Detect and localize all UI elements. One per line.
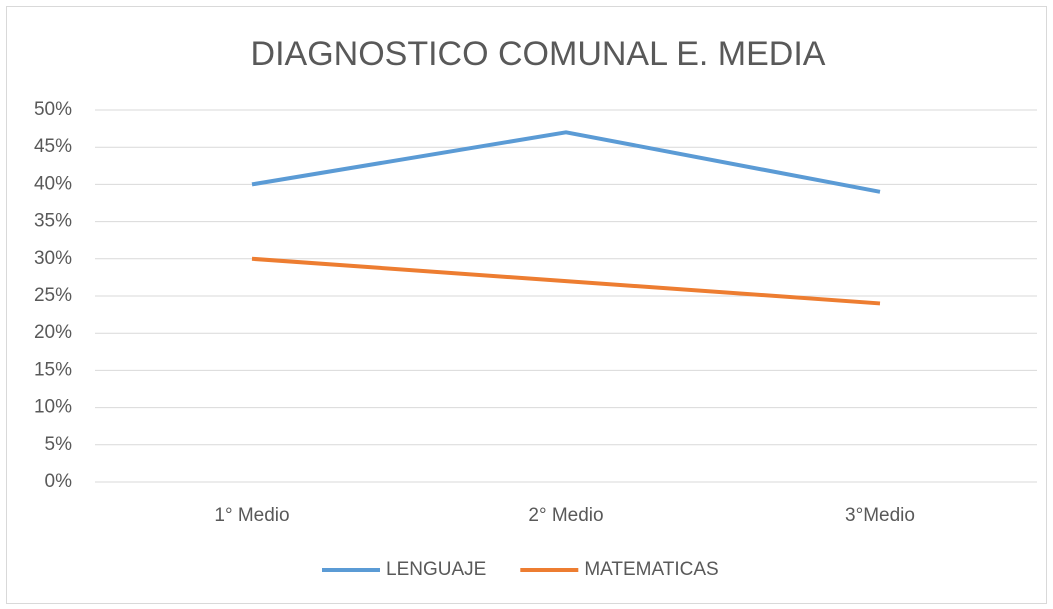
y-tick-label: 40% bbox=[34, 173, 72, 194]
y-tick-label: 45% bbox=[34, 136, 72, 157]
legend-label: LENGUAJE bbox=[386, 559, 486, 580]
data-line bbox=[251, 256, 881, 306]
y-tick-label: 10% bbox=[34, 397, 72, 418]
x-tick-label: 1° Medio bbox=[214, 505, 289, 526]
chart-title: DIAGNOSTICO COMUNAL E. MEDIA bbox=[251, 35, 826, 73]
x-tick-label: 2° Medio bbox=[528, 505, 603, 526]
y-tick-label: 20% bbox=[34, 322, 72, 343]
x-tick-label: 3°Medio bbox=[845, 505, 915, 526]
data-line bbox=[251, 130, 881, 194]
y-tick-label: 30% bbox=[34, 248, 72, 269]
y-tick-label: 35% bbox=[34, 211, 72, 232]
legend-label: MATEMATICAS bbox=[584, 559, 718, 580]
y-tick-label: 15% bbox=[34, 359, 72, 380]
y-tick-label: 50% bbox=[34, 99, 72, 120]
y-tick-label: 5% bbox=[45, 434, 73, 455]
chart-border bbox=[6, 6, 1047, 604]
y-tick-label: 0% bbox=[45, 471, 73, 492]
y-tick-label: 25% bbox=[34, 285, 72, 306]
